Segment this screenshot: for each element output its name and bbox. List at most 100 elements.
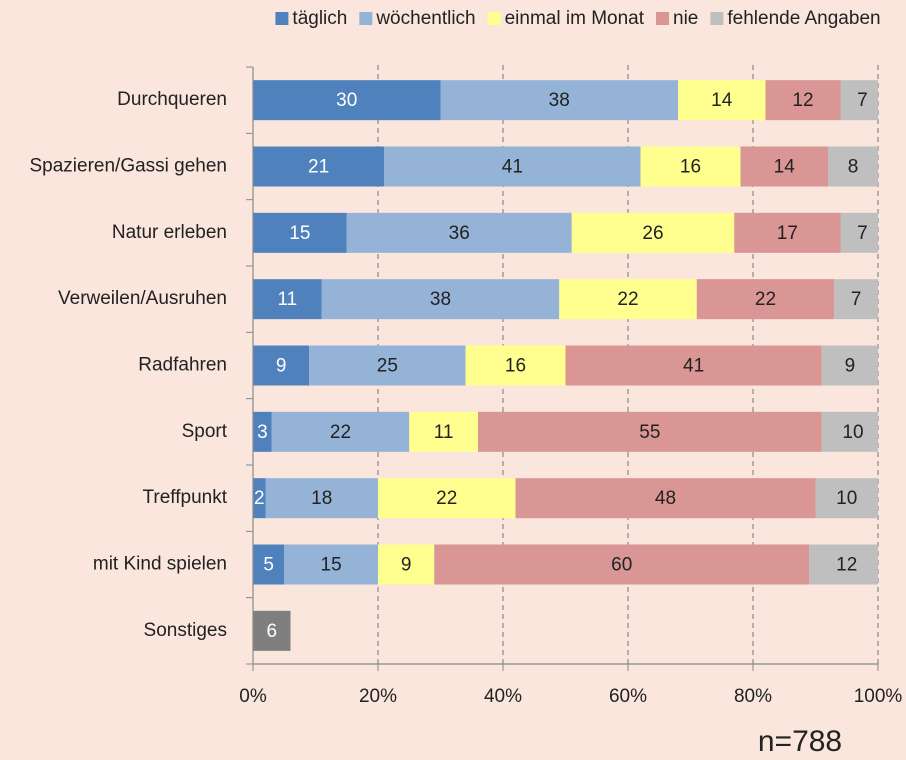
value-label: 21	[308, 157, 329, 178]
bar-segment	[434, 544, 810, 585]
value-label: 11	[278, 289, 298, 310]
bar-segment	[378, 544, 435, 585]
bar-segment	[828, 146, 878, 187]
bar-segment	[378, 478, 516, 519]
value-label: 48	[655, 488, 676, 509]
bar-segment	[821, 411, 878, 452]
value-label: 41	[502, 157, 523, 178]
bar-segment	[559, 279, 697, 320]
value-label: 41	[683, 356, 704, 377]
bar-segment	[253, 610, 291, 651]
bar-segment	[821, 345, 878, 386]
value-label: 9	[845, 356, 856, 377]
bar-segment	[809, 544, 878, 585]
x-tick-label: 0%	[239, 686, 267, 707]
bar-segment	[253, 411, 272, 452]
bar-segment	[515, 478, 816, 519]
bar-segment	[734, 212, 841, 253]
y-tick-label: Spazieren/Gassi gehen	[29, 156, 227, 177]
bar-segment	[253, 80, 441, 121]
value-label: 10	[842, 422, 863, 443]
value-label: 22	[436, 488, 457, 509]
bar-segment	[253, 478, 266, 519]
value-label: 11	[434, 422, 454, 443]
value-label: 7	[857, 90, 868, 111]
legend-swatch	[359, 12, 373, 25]
value-label: 7	[851, 289, 862, 310]
bar-segment	[840, 212, 878, 253]
value-label: 3	[257, 422, 268, 443]
bar-segment	[696, 279, 835, 320]
bar-segment	[284, 544, 378, 585]
value-label: 36	[449, 223, 470, 244]
bar-segment	[571, 212, 735, 253]
bar-segment	[465, 345, 566, 386]
y-tick-label: Radfahren	[138, 355, 227, 376]
value-label: 8	[848, 157, 859, 178]
x-tick-label: 80%	[734, 686, 772, 707]
y-tick-label: Sonstiges	[144, 620, 227, 641]
x-tick-label: 100%	[854, 686, 903, 707]
value-label: 38	[549, 90, 570, 111]
legend-swatch	[487, 12, 501, 25]
legend-label: fehlende Angaben	[727, 8, 880, 29]
legend-swatch	[275, 12, 289, 25]
bar-segment	[265, 478, 378, 519]
x-tick-label: 20%	[359, 686, 397, 707]
legend-label: einmal im Monat	[505, 8, 645, 29]
bar-segment	[253, 212, 347, 253]
value-label: 17	[777, 223, 798, 244]
value-label: 2	[254, 488, 265, 509]
value-label: 15	[289, 223, 310, 244]
value-label: 14	[711, 90, 733, 111]
bar-segment	[765, 80, 841, 121]
bar-segment	[840, 80, 878, 121]
legend-swatch	[656, 12, 670, 25]
value-label: 22	[755, 289, 776, 310]
legend-swatch	[710, 12, 724, 25]
value-label: 26	[642, 223, 663, 244]
bar-segment	[253, 345, 310, 386]
bar-segment	[384, 146, 641, 187]
bar-segment	[346, 212, 572, 253]
legend-label: nie	[673, 8, 698, 29]
value-label: 5	[263, 555, 274, 576]
value-label: 22	[330, 422, 351, 443]
value-label: 55	[639, 422, 660, 443]
y-tick-label: Natur erleben	[112, 222, 227, 243]
axes: 0% 20% 40% 60% 80% 100% Durchqueren Spazieren/G…	[29, 66, 903, 707]
value-label: 25	[377, 356, 398, 377]
bar-segment	[271, 411, 410, 452]
value-label: 60	[611, 555, 632, 576]
value-label: 16	[680, 157, 701, 178]
value-label: 38	[430, 289, 451, 310]
y-tick-label: Treffpunkt	[143, 487, 228, 508]
value-label: 9	[276, 356, 287, 377]
legend: täglich wöchentlich einmal im Monat nie fehl…	[275, 8, 881, 29]
value-label: 16	[505, 356, 526, 377]
y-tick-label: Durchqueren	[117, 89, 227, 110]
bar-segment	[640, 146, 741, 187]
value-label: 14	[774, 157, 796, 178]
value-label: 9	[401, 555, 412, 576]
value-label: 12	[792, 90, 813, 111]
bar-segment	[321, 279, 560, 320]
x-tick-label: 40%	[484, 686, 522, 707]
value-label: 6	[266, 621, 277, 642]
bars: 30 38 14 12 721 41 16 14 815 36 26 17 711 38 22 22 79 25 1…	[253, 80, 878, 651]
value-label: 10	[836, 488, 857, 509]
bar-segment	[834, 279, 878, 320]
legend-label: täglich	[292, 8, 347, 29]
value-label: 7	[857, 223, 868, 244]
value-label: 22	[617, 289, 638, 310]
value-label: 15	[321, 555, 342, 576]
bar-segment	[740, 146, 828, 187]
bar-segment	[440, 80, 678, 121]
bar-segment	[478, 411, 822, 452]
bar-segment	[253, 279, 322, 320]
y-tick-label: Verweilen/Ausruhen	[58, 288, 227, 309]
x-tick-label: 60%	[609, 686, 647, 707]
legend-label: wöchentlich	[375, 8, 475, 29]
value-label: 30	[336, 90, 357, 111]
